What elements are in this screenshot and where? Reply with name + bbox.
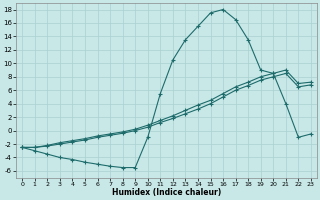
X-axis label: Humidex (Indice chaleur): Humidex (Indice chaleur) xyxy=(112,188,221,197)
